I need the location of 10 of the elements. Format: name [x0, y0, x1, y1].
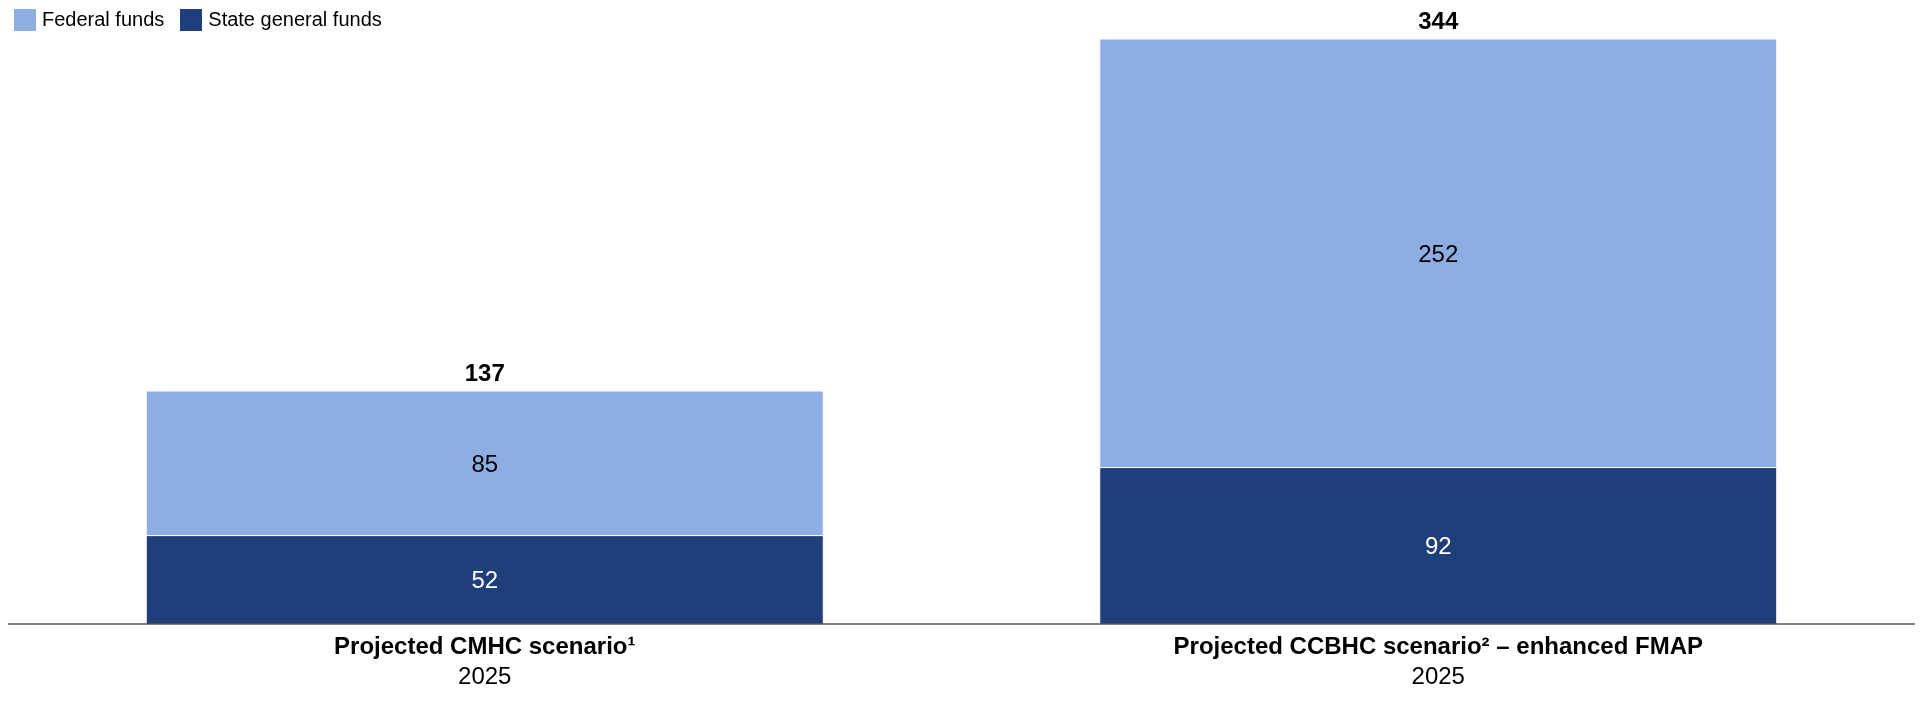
x-tick-label: Projected CMHC scenario¹ 2025 — [334, 632, 636, 689]
data-label: 85 — [471, 449, 499, 477]
legend-label: State general funds — [208, 8, 382, 31]
data-label: 252 — [1418, 239, 1459, 267]
total-label: 344 — [1418, 7, 1459, 34]
data-label: 52 — [471, 566, 499, 594]
legend-label: Federal funds — [42, 8, 165, 31]
data-label: 92 — [1424, 532, 1452, 560]
x-tick-label: Projected CCBHC scenario² – enhanced FMAP 2025 — [1173, 632, 1703, 689]
total-label: 137 — [464, 359, 505, 387]
